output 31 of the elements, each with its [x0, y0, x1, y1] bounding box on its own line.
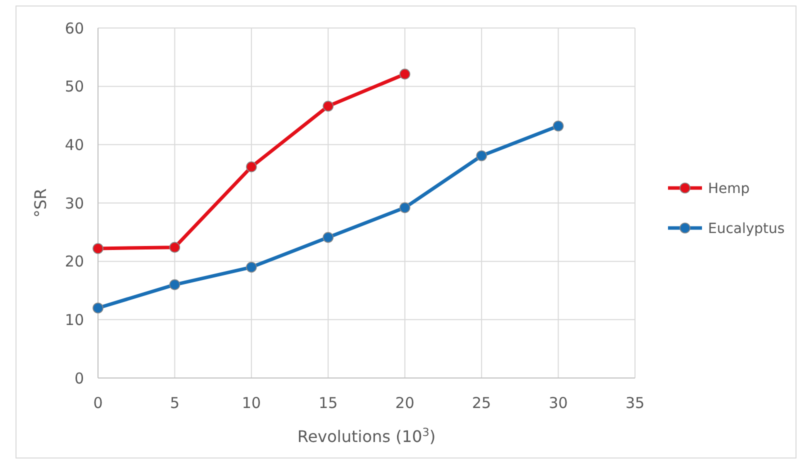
y-tick-label: 60 — [64, 19, 84, 38]
point — [246, 262, 257, 273]
point — [246, 161, 257, 172]
point — [169, 279, 180, 290]
point — [476, 150, 487, 162]
point — [322, 232, 334, 243]
y-tick-label: 0 — [74, 369, 84, 388]
point — [399, 202, 410, 214]
y-tick-label: 50 — [64, 78, 84, 96]
y-tick-label: 30 — [64, 194, 84, 212]
x-tick-label: 5 — [170, 394, 180, 412]
x-tick-label: 15 — [318, 394, 338, 412]
y-tick-label: 10 — [64, 310, 84, 329]
point — [552, 120, 564, 132]
x-tick-label: 35 — [625, 394, 645, 412]
x-tick-label: 10 — [242, 394, 261, 412]
point — [169, 242, 180, 253]
y-axis-title: °SR — [31, 188, 50, 218]
point — [92, 243, 104, 254]
x-tick-label: 20 — [395, 394, 414, 412]
point — [399, 68, 410, 80]
legend-label: Hemp — [708, 180, 750, 197]
x-tick-label: 25 — [472, 394, 492, 412]
legend-label: Eucalyptus — [708, 220, 785, 237]
point — [92, 302, 104, 314]
y-tick-label: 40 — [64, 136, 84, 154]
point — [322, 100, 334, 112]
y-tick-label: 20 — [64, 252, 84, 271]
x-axis-title: Revolutions (10$^{3}$) — [297, 426, 436, 446]
x-tick-label: 30 — [548, 394, 568, 412]
x-tick-label: 0 — [93, 394, 103, 412]
